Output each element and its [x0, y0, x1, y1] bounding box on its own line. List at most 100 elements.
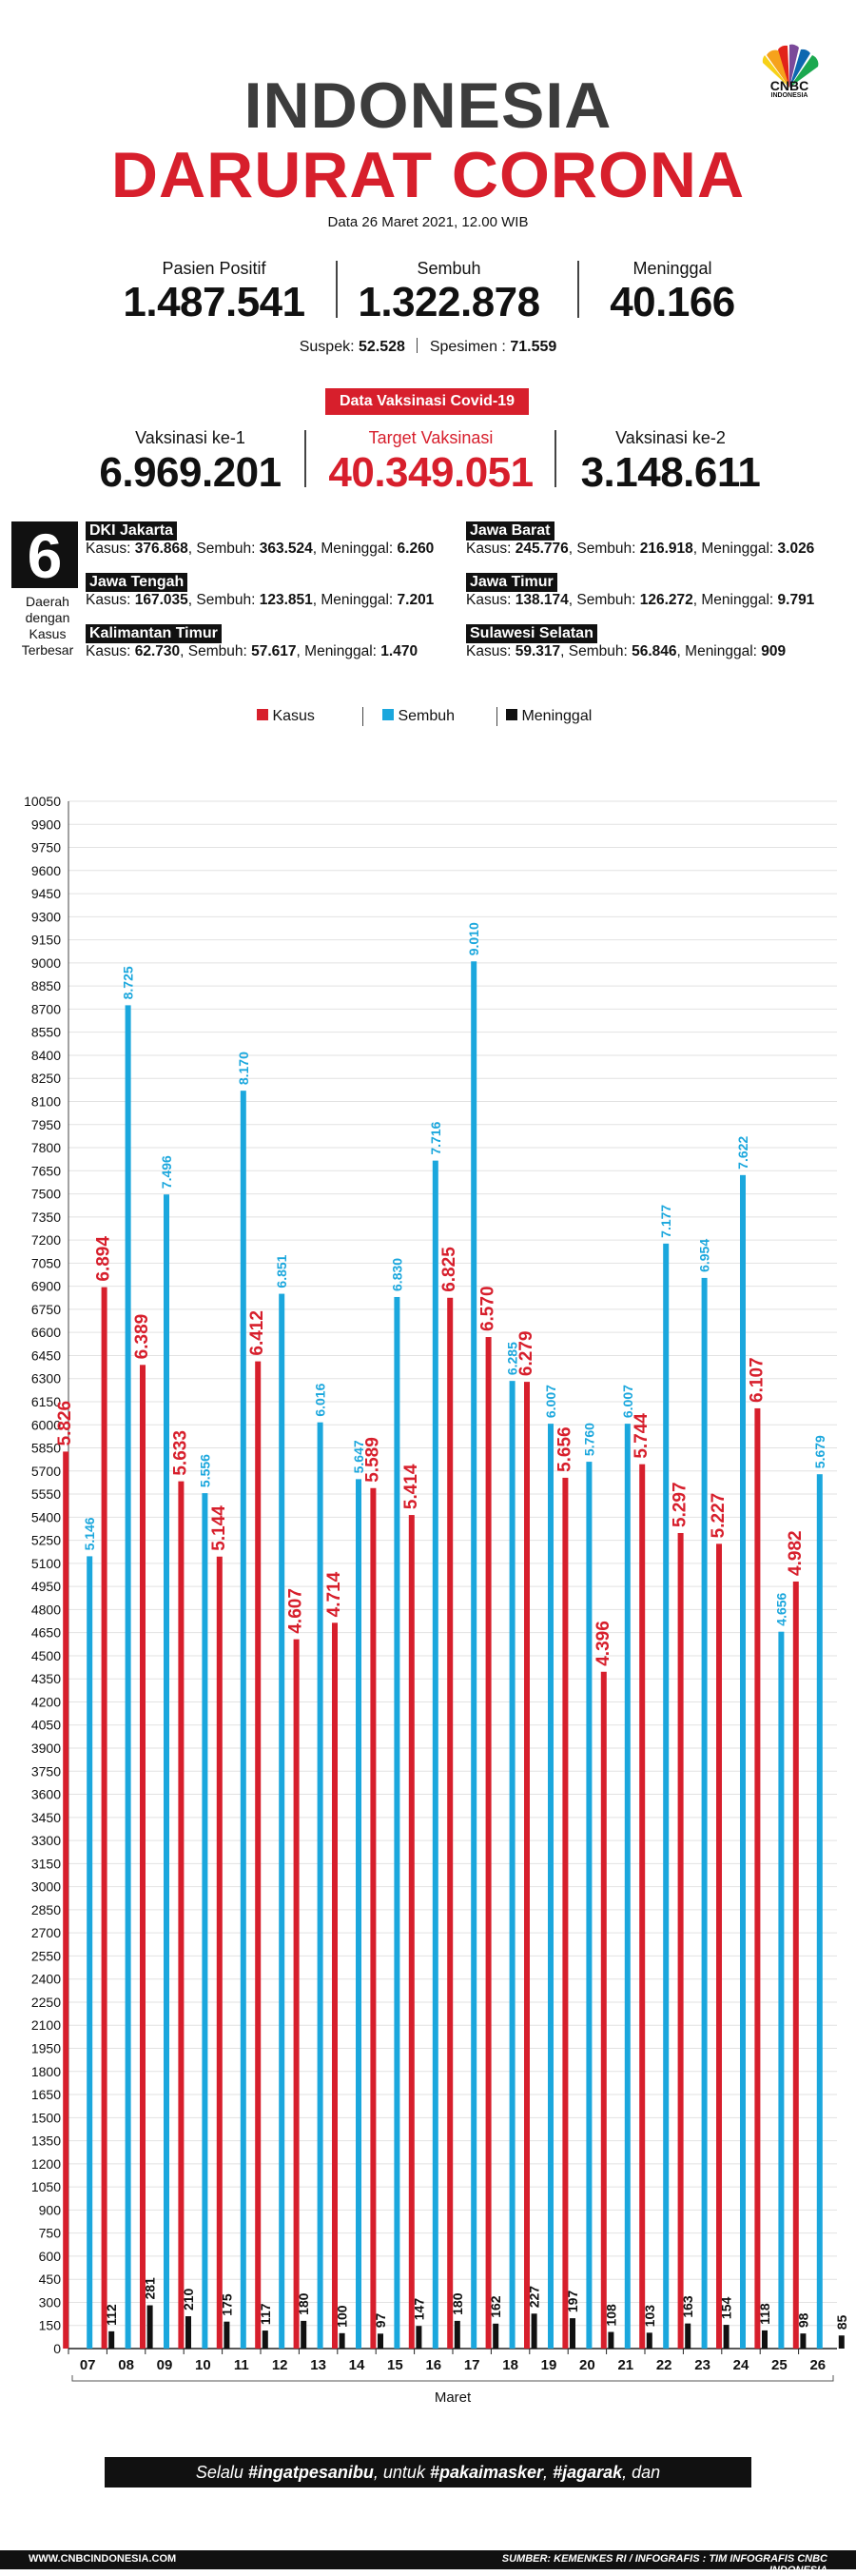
region-name: Jawa Tengah — [86, 573, 188, 592]
y-tick-label: 2700 — [31, 1925, 61, 1940]
stat-value-positif: 1.487.541 — [123, 279, 305, 325]
bar-kasus — [178, 1481, 185, 2349]
bar-meninggal — [531, 2313, 537, 2349]
y-tick-label: 7650 — [31, 1163, 61, 1178]
y-tick-label: 5250 — [31, 1533, 61, 1548]
y-tick-label: 6000 — [31, 1417, 61, 1432]
bar-sembuh — [240, 1091, 246, 2349]
bar-meninggal — [646, 2332, 652, 2349]
bar-sembuh — [279, 1293, 285, 2349]
bar-kasus — [562, 1477, 569, 2349]
bar-kasus — [447, 1297, 454, 2349]
bar-sembuh — [164, 1194, 169, 2349]
bar-kasus — [101, 1287, 107, 2349]
vaksin-value-1: 6.969.201 — [99, 449, 282, 496]
region-item: Kalimantan Timur Kasus: 62.730, Sembuh: 5… — [86, 624, 418, 660]
bar-meninggal — [685, 2323, 691, 2349]
bar-sembuh — [509, 1381, 516, 2349]
y-tick-label: 1050 — [31, 2179, 61, 2194]
region-item: Sulawesi Selatan Kasus: 59.317, Sembuh: 5… — [466, 624, 786, 660]
bar-kasus — [754, 1407, 761, 2349]
x-tick-label: 11 — [234, 2357, 249, 2373]
data-label-meninggal: 108 — [603, 2304, 618, 2327]
divider — [577, 261, 579, 318]
bar-sembuh — [778, 1631, 785, 2349]
data-label-meninggal: 210 — [181, 2288, 196, 2311]
bar-kasus — [63, 1451, 69, 2349]
region-stat-value: 167.035 — [134, 592, 188, 608]
y-tick-label: 6600 — [31, 1325, 61, 1340]
y-tick-label: 7350 — [31, 1209, 61, 1225]
x-axis-bracket — [71, 2375, 834, 2382]
bar-sembuh — [125, 1005, 131, 2349]
slogan-banner: Selalu #ingatpesanibu, untuk #pakaimaske… — [105, 2457, 751, 2512]
y-tick-label: 4800 — [31, 1602, 61, 1617]
bar-sembuh — [548, 1424, 554, 2349]
bar-sembuh — [432, 1160, 438, 2349]
data-label-meninggal: 180 — [296, 2292, 311, 2315]
legend-swatch-meninggal — [506, 709, 517, 720]
data-label-kasus: 6.825 — [439, 1247, 459, 1292]
x-tick-label: 09 — [157, 2357, 173, 2373]
legend-item-meninggal: Meninggal — [506, 708, 592, 725]
y-tick-label: 8700 — [31, 1001, 61, 1016]
y-tick-label: 1800 — [31, 2064, 61, 2079]
y-tick-label: 5400 — [31, 1509, 61, 1524]
x-tick-label: 12 — [272, 2357, 288, 2373]
data-label-meninggal: 117 — [258, 2303, 273, 2325]
bar-meninggal — [454, 2320, 460, 2349]
data-label-sembuh: 8.170 — [236, 1052, 251, 1085]
region-count-label: Daerah dengan Kasus Terbesar — [6, 594, 89, 659]
region-stat-value: 363.524 — [259, 541, 313, 557]
region-stat-value: 123.851 — [259, 592, 313, 608]
data-label-kasus: 6.279 — [516, 1331, 536, 1377]
bar-meninggal — [416, 2326, 422, 2349]
x-tick-label: 08 — [118, 2357, 134, 2373]
hashtag: #pakaimasker — [429, 2463, 544, 2482]
y-tick-label: 2850 — [31, 1902, 61, 1917]
data-label-meninggal: 281 — [143, 2277, 158, 2300]
hashtag: #ingatpesanibu — [247, 2463, 374, 2482]
bar-meninggal — [301, 2320, 307, 2349]
data-label-sembuh: 6.285 — [505, 1342, 520, 1375]
bar-sembuh — [394, 1296, 400, 2349]
data-label-kasus: 4.607 — [286, 1588, 306, 1634]
region-stat-value: 216.918 — [639, 541, 693, 557]
x-tick-label: 24 — [733, 2357, 749, 2373]
stat-value-sembuh: 1.322.878 — [358, 279, 540, 325]
region-label-line: Terbesar — [21, 642, 74, 658]
data-label-sembuh: 8.725 — [121, 966, 136, 999]
data-label-meninggal: 180 — [450, 2292, 465, 2315]
region-name: Jawa Timur — [466, 573, 557, 592]
daily-cases-bar-chart: 0 150 300 450 600 750 900 1050 1200 1350 1500 1650 1… — [24, 794, 849, 2404]
bar-kasus — [216, 1556, 223, 2349]
x-tick-label: 10 — [195, 2357, 211, 2373]
spesimen-value: 71.559 — [510, 339, 557, 355]
data-label-kasus: 5.589 — [362, 1437, 382, 1483]
y-tick-label: 750 — [39, 2226, 62, 2241]
bar-sembuh — [663, 1243, 670, 2349]
y-tick-label: 0 — [53, 2341, 61, 2356]
y-tick-label: 5700 — [31, 1464, 61, 1479]
bar-sembuh — [701, 1277, 708, 2349]
region-stat-value: 1.470 — [380, 643, 418, 659]
y-tick-label: 1950 — [31, 2041, 61, 2056]
hashtag: #cucitanganpakaisabun — [330, 2493, 526, 2512]
y-tick-label: 900 — [39, 2202, 62, 2217]
y-tick-label: 4950 — [31, 1579, 61, 1594]
y-tick-label: 450 — [39, 2271, 62, 2287]
divider — [554, 430, 556, 487]
data-label-meninggal: 197 — [565, 2291, 580, 2313]
bar-meninggal — [723, 2325, 730, 2349]
x-tick-label: 26 — [809, 2357, 826, 2373]
bar-meninggal — [838, 2335, 845, 2349]
stat-label-meninggal: Meninggal — [632, 259, 712, 278]
y-tick-label: 8850 — [31, 978, 61, 993]
x-tick-label: 19 — [541, 2357, 557, 2373]
logo-text: CNBC — [769, 78, 809, 93]
footer-source: SUMBER: KEMENKES RI / INFOGRAFIS : TIM I… — [501, 2553, 827, 2576]
suspek-label: Suspek: — [299, 339, 355, 355]
region-stat-value: 245.776 — [515, 541, 569, 557]
bar-kasus — [600, 1671, 607, 2349]
bar-meninggal — [608, 2331, 614, 2349]
